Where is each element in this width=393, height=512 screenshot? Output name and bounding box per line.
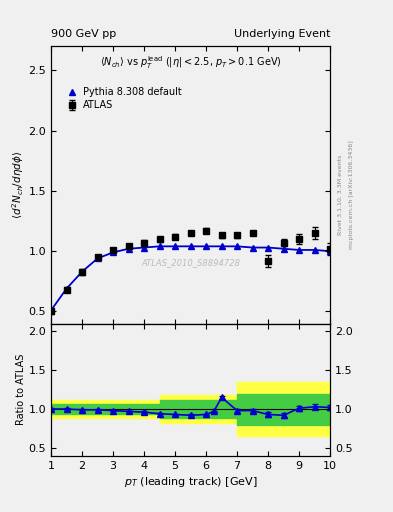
Pythia 8.308 default — [142, 244, 147, 250]
Pythia 8.308 default — [204, 243, 208, 249]
Pythia 8.308 default — [266, 244, 270, 250]
Pythia 8.308 default — [297, 247, 301, 253]
Line: Pythia 8.308 default: Pythia 8.308 default — [48, 244, 333, 313]
Pythia 8.308 default — [64, 286, 69, 292]
Text: ATLAS_2010_S8894728: ATLAS_2010_S8894728 — [141, 258, 240, 267]
Pythia 8.308 default — [312, 247, 317, 253]
Pythia 8.308 default — [250, 244, 255, 250]
Pythia 8.308 default — [80, 269, 84, 275]
X-axis label: $p_T$ (leading track) [GeV]: $p_T$ (leading track) [GeV] — [124, 475, 257, 489]
Pythia 8.308 default — [95, 255, 100, 262]
Y-axis label: Ratio to ATLAS: Ratio to ATLAS — [16, 354, 26, 425]
Text: mcplots.cern.ch [arXiv:1306.3436]: mcplots.cern.ch [arXiv:1306.3436] — [349, 140, 354, 249]
Pythia 8.308 default — [281, 246, 286, 252]
Pythia 8.308 default — [219, 243, 224, 249]
Text: Rivet 3.1.10, 3.3M events: Rivet 3.1.10, 3.3M events — [338, 155, 342, 234]
Pythia 8.308 default — [111, 249, 116, 255]
Pythia 8.308 default — [126, 246, 131, 252]
Pythia 8.308 default — [188, 243, 193, 249]
Pythia 8.308 default — [157, 243, 162, 249]
Legend: Pythia 8.308 default, ATLAS: Pythia 8.308 default, ATLAS — [62, 84, 185, 113]
Pythia 8.308 default — [235, 243, 239, 249]
Text: 900 GeV pp: 900 GeV pp — [51, 29, 116, 39]
Text: $\langle N_{ch}\rangle$ vs $p_T^{\rm lead}$ ($|\eta| < 2.5$, $p_T > 0.1$ GeV): $\langle N_{ch}\rangle$ vs $p_T^{\rm lea… — [100, 54, 281, 71]
Pythia 8.308 default — [49, 307, 53, 313]
Y-axis label: $\langle d^2 N_{ch}/d\eta d\phi \rangle$: $\langle d^2 N_{ch}/d\eta d\phi \rangle$ — [10, 151, 26, 219]
Text: Underlying Event: Underlying Event — [233, 29, 330, 39]
Pythia 8.308 default — [173, 243, 178, 249]
Pythia 8.308 default — [328, 248, 332, 254]
